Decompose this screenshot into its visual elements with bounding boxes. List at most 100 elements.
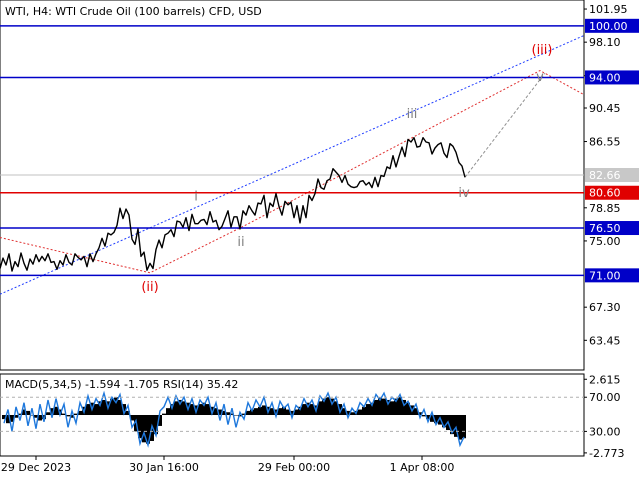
macd-histogram-bar — [110, 398, 114, 415]
macd-histogram-bar — [270, 408, 274, 415]
macd-histogram-bar — [30, 415, 34, 416]
macd-histogram-bar — [414, 408, 418, 415]
macd-histogram-bar — [130, 415, 134, 421]
macd-histogram-bar — [230, 413, 234, 415]
macd-histogram-bar — [318, 401, 322, 415]
macd-histogram-bar — [430, 415, 434, 422]
level-badge — [585, 70, 639, 85]
macd-histogram-bar — [326, 397, 330, 415]
level-label: 94.00 — [589, 71, 621, 84]
macd-histogram-bar — [62, 413, 66, 415]
wave-label: ii — [237, 235, 244, 250]
price-axis-tick-label: 90.45 — [589, 102, 621, 115]
wave-label: iv — [458, 186, 470, 201]
macd-histogram-bar — [66, 415, 70, 417]
macd-histogram-bar — [310, 404, 314, 415]
macd-histogram-bar — [74, 413, 78, 415]
macd-histogram-bar — [42, 415, 46, 420]
macd-histogram-bar — [118, 399, 122, 415]
macd-histogram-bar — [242, 413, 246, 415]
macd-histogram-bar — [18, 413, 22, 415]
wave-label: (iii) — [532, 43, 553, 58]
indicator-label: MACD(5,34,5) -1.594 -1.705 RSI(14) 35.42 — [5, 378, 238, 391]
gray-wave-projection — [464, 72, 546, 178]
macd-histogram-bar — [138, 415, 142, 439]
macd-histogram-bar — [258, 406, 262, 415]
macd-histogram-bar — [458, 415, 462, 440]
macd-histogram-bar — [10, 415, 14, 422]
macd-histogram-bar — [22, 409, 26, 415]
macd-histogram-bar — [362, 406, 366, 415]
macd-histogram-bar — [86, 404, 90, 415]
upper-channel-line — [0, 35, 585, 295]
macd-histogram-bar — [286, 409, 290, 415]
level-label: 76.50 — [589, 222, 621, 235]
indicator-axis-tick-label: 2.615 — [589, 373, 621, 386]
macd-histogram-bar — [222, 410, 226, 415]
macd-histogram-bar — [262, 405, 266, 415]
wave-label: (ii) — [141, 280, 158, 295]
macd-histogram-bar — [346, 410, 350, 415]
macd-histogram-bar — [422, 415, 426, 417]
macd-histogram-bar — [406, 402, 410, 415]
macd-histogram-bar — [398, 397, 402, 415]
level-badge — [585, 18, 639, 33]
macd-histogram-bar — [330, 398, 334, 415]
macd-histogram-bar — [238, 415, 242, 417]
macd-histogram-bar — [146, 415, 150, 444]
macd-histogram-bar — [126, 410, 130, 415]
macd-histogram-bar — [14, 415, 18, 418]
macd-histogram-bar — [78, 410, 82, 415]
macd-histogram-bar — [198, 404, 202, 415]
macd-histogram-bar — [306, 402, 310, 415]
price-axis-tick-label: 75.00 — [589, 235, 621, 248]
time-axis-tick-label: 1 Apr 08:00 — [390, 461, 455, 474]
price-pane-frame — [0, 0, 585, 371]
price-axis-tick-label: 78.85 — [589, 202, 621, 215]
macd-histogram-bar — [370, 402, 374, 415]
macd-histogram-bar — [366, 404, 370, 415]
macd-histogram-bar — [2, 415, 6, 420]
macd-histogram-bar — [46, 412, 50, 415]
symbol-label: WTI, H4: WTI Crude Oil (100 barrels) CFD… — [5, 5, 262, 18]
macd-histogram-bar — [278, 408, 282, 415]
macd-histogram-bar — [234, 415, 238, 416]
price-axis-tick-label: 86.55 — [589, 136, 621, 149]
wave-label: iii — [407, 107, 418, 122]
time-axis-tick-label: 29 Dec 2023 — [1, 461, 71, 474]
macd-histogram-bar — [226, 412, 230, 415]
macd-histogram-bar — [34, 415, 38, 418]
macd-histogram-bar — [122, 404, 126, 415]
macd-histogram-bar — [214, 408, 218, 415]
macd-histogram-bar — [6, 415, 10, 424]
macd-histogram-bar — [154, 415, 158, 435]
level-badge — [585, 221, 639, 236]
macd-histogram-bar — [158, 415, 162, 426]
macd-histogram-bar — [282, 406, 286, 415]
axis-layer: 101.9598.1094.2090.4586.5578.8575.0067.3… — [1, 3, 639, 474]
macd-histogram-bar — [322, 398, 326, 415]
macd-histogram-bar — [290, 410, 294, 415]
price-axis-tick-label: 101.95 — [589, 3, 628, 16]
macd-histogram-bar — [302, 404, 306, 415]
macd-histogram-bar — [162, 413, 166, 415]
level-badge — [585, 268, 639, 283]
macd-histogram-bar — [98, 401, 102, 415]
macd-histogram-bar — [342, 408, 346, 415]
macd-histogram-bar — [70, 415, 74, 418]
macd-histogram-bar — [38, 415, 42, 421]
price-axis-tick-label: 98.10 — [589, 36, 621, 49]
macd-histogram-bar — [102, 399, 106, 415]
macd-histogram-bar — [438, 415, 442, 425]
macd-histogram-bar — [274, 409, 278, 415]
wave-label: i — [194, 189, 198, 204]
macd-histogram-bar — [390, 401, 394, 415]
macd-histogram-bar — [54, 406, 58, 415]
macd-histogram-bar — [350, 412, 354, 415]
macd-histogram-bar — [418, 412, 422, 415]
macd-histogram-bar — [178, 399, 182, 415]
macd-histogram-bar — [50, 408, 54, 415]
macd-histogram-bar — [294, 409, 298, 415]
